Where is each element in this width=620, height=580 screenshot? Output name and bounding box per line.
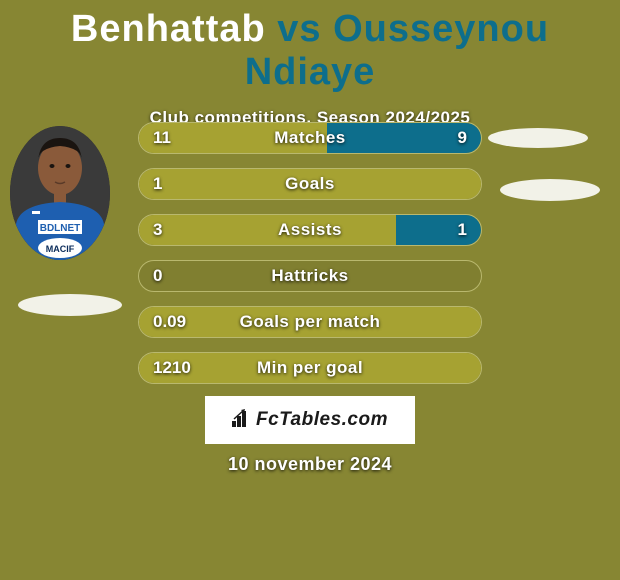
date: 10 november 2024	[0, 454, 620, 475]
stat-row: 119Matches	[138, 122, 482, 154]
stat-label: Goals	[139, 169, 481, 199]
stat-row: 31Assists	[138, 214, 482, 246]
player1-avatar: BDLNET MACIF	[10, 126, 110, 260]
svg-text:MACIF: MACIF	[46, 244, 75, 254]
player1-name: Benhattab	[71, 8, 266, 50]
stat-label: Matches	[139, 123, 481, 153]
svg-text:BDLNET: BDLNET	[40, 223, 81, 234]
stats-container: 119Matches 1Goals 31Assists 0Hattricks 0.09G…	[138, 122, 482, 398]
stat-row: 0Hattricks	[138, 260, 482, 292]
player2-name-pill-2	[500, 179, 600, 201]
stat-label: Goals per match	[139, 307, 481, 337]
player2-name-pill-1	[488, 128, 588, 148]
vs-separator: vs	[277, 8, 321, 50]
stat-row: 1210Min per goal	[138, 352, 482, 384]
logo-box: FcTables.com	[205, 396, 415, 444]
stat-row: 1Goals	[138, 168, 482, 200]
player1-name-pill	[18, 294, 122, 316]
comparison-title: Benhattab vs Ousseynou Ndiaye	[0, 0, 620, 94]
stat-label: Min per goal	[139, 353, 481, 383]
stat-row: 0.09Goals per match	[138, 306, 482, 338]
stat-label: Hattricks	[139, 261, 481, 291]
stat-label: Assists	[139, 215, 481, 245]
logo-text: FcTables.com	[256, 409, 388, 431]
logo-bars-icon	[232, 409, 254, 432]
